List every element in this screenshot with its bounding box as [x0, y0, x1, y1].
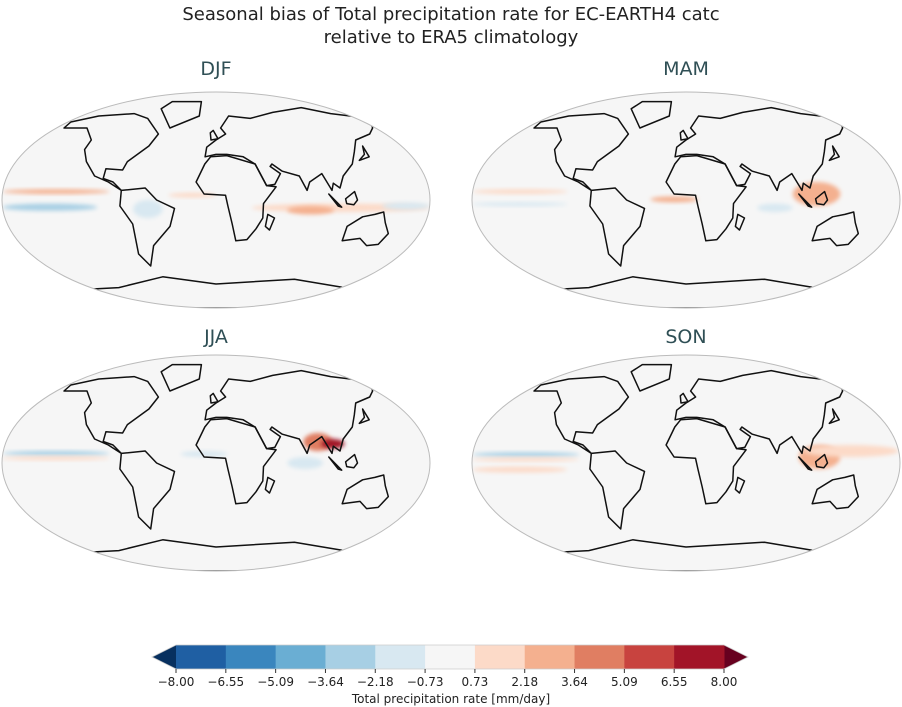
map-panel-son: [471, 354, 901, 572]
coastline: [630, 363, 673, 392]
bias-patch: [180, 451, 228, 457]
coastline: [72, 276, 360, 308]
coastline: [160, 363, 203, 392]
panel-title-son: SON: [665, 326, 707, 348]
coastline: [811, 474, 860, 510]
bias-patch: [287, 457, 323, 469]
coastline: [209, 129, 219, 141]
coastline: [341, 211, 390, 247]
coastline: [344, 190, 359, 206]
coastline: [195, 154, 277, 242]
coastline: [679, 392, 689, 404]
coastline: [328, 193, 343, 208]
map-background: [472, 355, 900, 571]
coastline: [814, 453, 829, 469]
coastline: [630, 100, 673, 129]
coastline: [828, 408, 840, 425]
coastline: [328, 456, 343, 471]
coastline: [341, 474, 390, 510]
bias-patch: [286, 206, 335, 215]
map-panel-mam: [471, 91, 901, 309]
bias-patch: [757, 203, 793, 212]
bias-patch: [382, 202, 430, 210]
coastline: [542, 539, 830, 571]
coastline: [674, 369, 844, 455]
map-border: [1, 91, 431, 309]
coastline: [798, 456, 813, 471]
coastline: [679, 129, 689, 141]
coastline: [195, 417, 277, 505]
coastline: [665, 417, 747, 505]
map-panel-djf: [1, 91, 431, 309]
map-border: [471, 354, 901, 572]
coastline: [358, 145, 370, 162]
map-border: [471, 91, 901, 309]
coastline: [734, 476, 746, 494]
coastline: [665, 154, 747, 242]
coastline: [674, 106, 844, 192]
bias-patch: [2, 203, 98, 211]
map-background: [2, 355, 430, 571]
bias-patch: [472, 466, 568, 473]
coastline: [542, 276, 830, 308]
coastline: [63, 375, 160, 455]
bias-patch: [650, 196, 698, 203]
panel-title-mam: MAM: [663, 58, 709, 80]
coastline: [533, 375, 630, 455]
map-border: [1, 354, 431, 572]
panel-title-jja: JJA: [204, 326, 228, 348]
bias-patch: [472, 452, 580, 457]
map-background: [2, 92, 430, 308]
bias-patch: [472, 189, 568, 195]
coastline: [358, 408, 370, 425]
coastline: [119, 450, 176, 530]
coastline: [814, 190, 829, 206]
coastline: [811, 211, 860, 247]
coastline: [589, 450, 646, 530]
coastline: [828, 145, 840, 162]
coastline: [589, 187, 646, 267]
coastline: [119, 187, 176, 267]
coastline: [533, 112, 630, 192]
coastline: [264, 476, 276, 494]
coastline: [63, 112, 160, 192]
coastline: [798, 193, 813, 208]
coastline: [209, 392, 219, 404]
coastline: [264, 213, 276, 231]
bias-patch: [2, 451, 110, 456]
figure-title-line1: Seasonal bias of Total precipitation rat…: [182, 4, 720, 25]
coastline: [734, 213, 746, 231]
coastline: [204, 369, 374, 455]
bias-patch: [804, 445, 899, 457]
coastline: [344, 453, 359, 469]
bias-patch: [472, 202, 568, 207]
map-panel-jja: [1, 354, 431, 572]
bias-patch: [472, 457, 580, 462]
coastline: [72, 539, 360, 571]
coastline: [204, 106, 374, 192]
coastline: [160, 100, 203, 129]
bias-patch: [2, 456, 110, 461]
bias-patch: [133, 200, 163, 218]
figure-title-line2: relative to ERA5 climatology: [323, 27, 579, 48]
panel-title-djf: DJF: [200, 58, 232, 80]
bias-patch: [2, 189, 110, 195]
